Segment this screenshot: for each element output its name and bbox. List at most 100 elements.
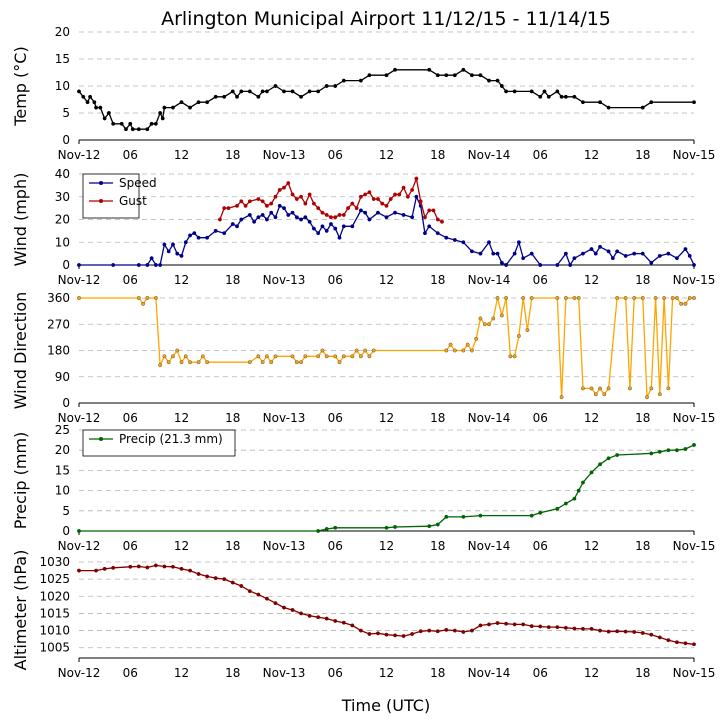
altimeter-data-point <box>350 623 355 628</box>
altimeter-data-point <box>623 629 628 634</box>
wind-speed-data-point <box>401 185 406 190</box>
temp-data-point <box>581 100 585 105</box>
wind-speed-data-point <box>499 260 504 265</box>
precip-data-point <box>666 448 671 453</box>
wind-speed-data-point <box>401 213 406 217</box>
altimeter-data-point <box>145 565 150 570</box>
wind-speed-data-point <box>363 192 368 197</box>
wind-direction-data-point <box>474 336 479 341</box>
wind-direction-data-point <box>670 296 675 300</box>
wind-speed-data-point <box>260 213 265 217</box>
temp-data-point <box>77 89 81 94</box>
temp-data-point <box>153 121 158 126</box>
precip-xtick-label: 18 <box>225 539 240 553</box>
wind-speed-data-point <box>615 249 620 254</box>
wind-speed-data-point <box>324 213 329 217</box>
wind-speed-ytick-label: 10 <box>55 235 70 249</box>
wind-speed-data-point <box>358 208 363 213</box>
wind-direction-data-point <box>521 296 526 300</box>
wind-speed-xtick-label: 06 <box>328 273 343 287</box>
temp-data-point <box>239 89 244 94</box>
wind-speed-data-point <box>363 210 368 215</box>
wind-direction-xtick-label: Nov-15 <box>673 411 716 425</box>
altimeter-data-point <box>401 634 406 639</box>
precip-xtick-label: 06 <box>533 539 548 553</box>
wind-direction-xtick-label: 12 <box>379 411 394 425</box>
precip-xtick-label: 12 <box>174 539 189 553</box>
temp-data-point <box>102 116 107 121</box>
wind-speed-legend-marker <box>99 199 103 203</box>
temp-y-axis-label: Temp (°C) <box>11 46 30 126</box>
altimeter-ytick-label: 1025 <box>39 572 70 586</box>
altimeter-data-point <box>316 615 321 620</box>
temp-data-point <box>230 89 235 94</box>
temp-xtick-label: Nov-15 <box>673 148 716 162</box>
wind-direction-data-point <box>77 296 81 300</box>
temp-data-point <box>324 84 329 88</box>
wind-speed-data-point <box>247 213 252 217</box>
wind-speed-data-point <box>282 206 286 211</box>
temp-data-point <box>85 100 90 105</box>
temp-series-line <box>78 69 694 131</box>
wind-speed-data-point <box>491 251 496 256</box>
wind-direction-data-point <box>269 360 274 365</box>
temp-data-point <box>640 105 645 110</box>
precip-legend-box <box>82 429 236 457</box>
altimeter-data-point <box>546 625 551 630</box>
temp-data-point <box>529 89 534 94</box>
wind-speed-data-point <box>435 217 440 222</box>
wind-speed-data-point <box>350 201 355 206</box>
wind-speed-data-point <box>286 213 291 217</box>
altimeter-data-point <box>589 626 594 631</box>
temp-xtick-label: Nov-13 <box>263 148 306 162</box>
wind-direction-data-point <box>158 363 163 368</box>
wind-direction-data-point <box>162 354 167 359</box>
wind-speed-data-point <box>320 210 325 215</box>
wind-speed-data-point <box>252 219 257 224</box>
temp-data-point <box>512 89 517 94</box>
wind-speed-data-point <box>371 197 376 201</box>
wind-speed-data-point <box>623 253 628 258</box>
wind-direction-data-point <box>576 296 581 300</box>
temp-xtick-label: 18 <box>635 148 650 162</box>
wind-speed-data-point <box>303 201 308 206</box>
temp-data-point <box>606 105 611 110</box>
altimeter-data-point <box>572 626 577 631</box>
wind-speed-data-point <box>247 199 252 204</box>
wind-speed-data-point <box>269 201 274 206</box>
altimeter-data-point <box>102 566 107 571</box>
temp-data-point <box>307 89 312 94</box>
altimeter-data-point <box>452 628 457 633</box>
altimeter-data-point <box>196 572 201 576</box>
wind-direction-data-point <box>687 296 692 300</box>
wind-speed-data-point <box>461 240 466 245</box>
precip-panel: 0 5 10 15 20 25 Nov-12 06 12 18 Nov-13 06 12 18 Nov-14… <box>11 423 715 553</box>
altimeter-xtick-label: 06 <box>328 666 343 680</box>
altimeter-data-point <box>136 564 141 569</box>
altimeter-data-point <box>410 632 415 636</box>
wind-speed-data-point <box>264 217 269 222</box>
wind-speed-legend-box <box>82 173 140 219</box>
altimeter-data-point <box>247 589 252 594</box>
wind-speed-data-point <box>393 210 397 215</box>
wind-direction-data-point <box>469 348 474 353</box>
wind-direction-ytick-label: 180 <box>47 344 70 358</box>
wind-speed-data-point <box>329 222 333 227</box>
wind-speed-data-point <box>410 187 415 192</box>
precip-ytick-label: 25 <box>55 423 70 437</box>
precip-series-line <box>79 444 695 532</box>
wind-speed-data-point <box>235 203 239 208</box>
altimeter-data-point <box>333 619 338 623</box>
temp-data-point <box>461 67 466 72</box>
wind-direction-data-point <box>290 354 295 359</box>
wind-direction-xtick-label: 06 <box>123 411 138 425</box>
wind-direction-data-point <box>171 354 175 359</box>
wind-direction-data-point <box>640 296 645 300</box>
altimeter-data-point <box>367 632 372 636</box>
wind-speed-data-point <box>171 242 175 247</box>
wind-direction-data-point <box>555 296 560 300</box>
temp-data-point <box>205 100 210 105</box>
wind-speed-data-point <box>469 249 474 254</box>
altimeter-ytick-label: 1015 <box>39 606 70 620</box>
